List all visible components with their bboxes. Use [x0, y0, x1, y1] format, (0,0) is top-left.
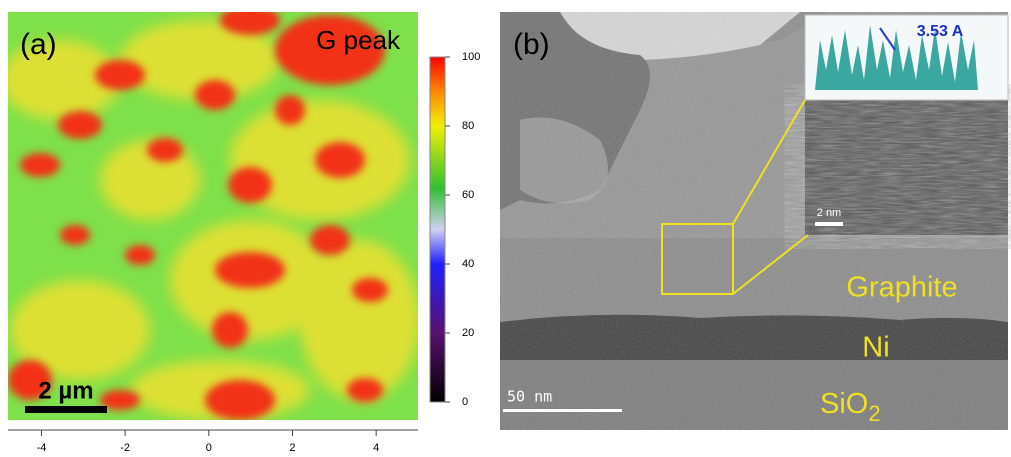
colorbar-tick-label: 40 [462, 258, 474, 270]
inset-scale-label: 2 nm [817, 207, 841, 219]
scale-bar-label: 2 µm [38, 377, 93, 404]
layer-subscript: 2 [868, 401, 880, 426]
layer-label: Graphite [846, 272, 957, 304]
x-tick-label: 0 [206, 442, 212, 454]
x-tick-label: 2 [289, 442, 295, 454]
raman-map [0, 5, 420, 420]
colorbar-tick-label: 80 [462, 120, 474, 132]
panel-title: G peak [316, 25, 401, 55]
inset-scale-bar [815, 222, 843, 226]
x-tick-label: -2 [120, 442, 130, 454]
colorbar-tick-label: 0 [462, 396, 468, 408]
scale-bar-label: 50 nm [507, 388, 552, 406]
layer-text: SiO [820, 388, 868, 420]
layer-label: Ni [862, 332, 889, 364]
panel-label: (a) [20, 28, 57, 61]
x-tick-label: -4 [37, 442, 47, 454]
colorbar [430, 57, 445, 402]
inset-label: 3.53 A [917, 23, 964, 40]
x-tick-label: 4 [373, 442, 379, 454]
scale-bar [25, 406, 107, 413]
colorbar-tick-label: 20 [462, 327, 474, 339]
colorbar-tick-label: 60 [462, 189, 474, 201]
panel-label: (b) [513, 28, 550, 61]
figure: (a) G peak 2 µm 0 20 40 60 80 100 -4 -2 0 2 4 3.53… [0, 0, 1011, 457]
colorbar-tick-label: 100 [462, 51, 480, 63]
scale-bar [503, 409, 622, 412]
